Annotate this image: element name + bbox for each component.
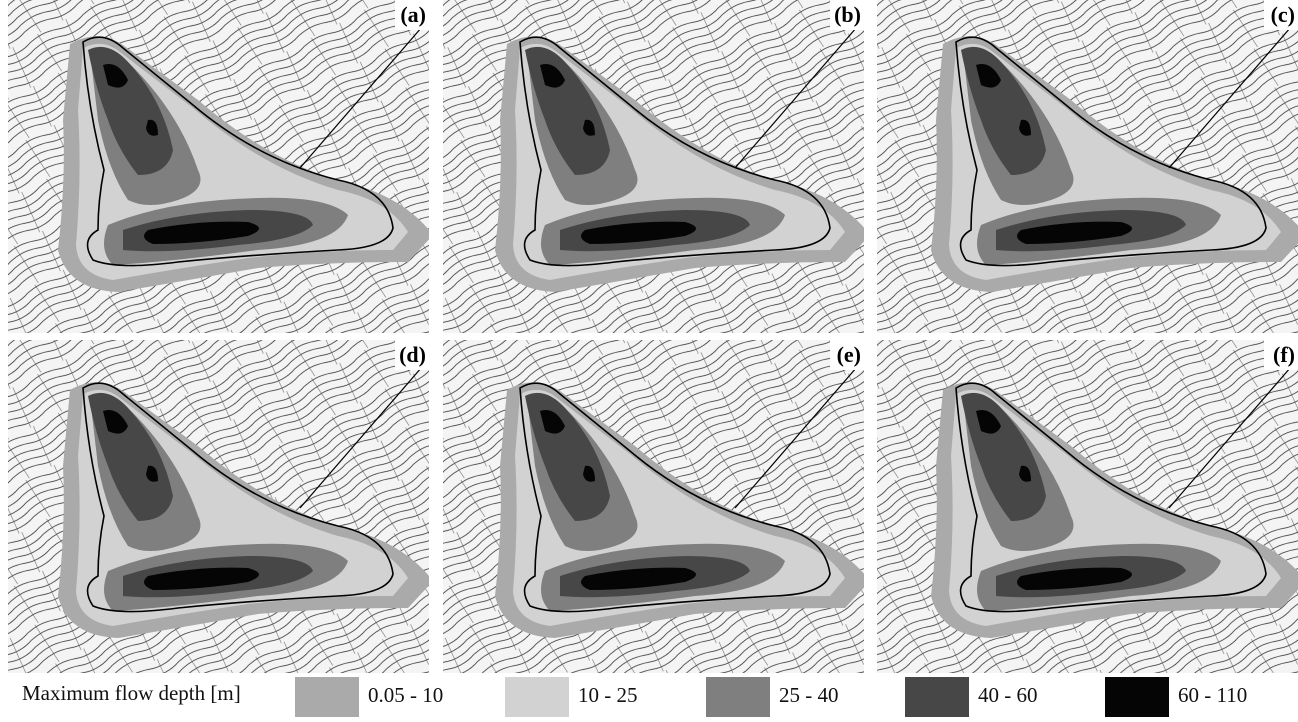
map-panel: (e) [443,340,864,673]
map-panel: (d) [8,340,429,673]
legend-label: 40 - 60 [978,683,1038,708]
panel-label: (d) [399,342,426,367]
legend-title: Maximum flow depth [m] [22,681,241,706]
panel-label: (e) [837,342,861,367]
map-panel: (c) [877,0,1298,333]
map-panel: (b) [443,0,864,333]
panel-label: (b) [834,2,861,27]
panel-label: (a) [400,2,426,27]
legend-label: 60 - 110 [1178,683,1247,708]
legend-label: 25 - 40 [779,683,839,708]
page: {"panels": [{"label": "(a)"}, {"label": … [0,0,1298,722]
map-panel: (f) [877,340,1298,673]
panel-label: (c) [1271,2,1295,27]
legend-swatch [706,677,770,717]
legend-swatch [905,677,969,717]
legend-label: 10 - 25 [578,683,638,708]
panel-label: (f) [1273,342,1295,367]
legend-swatch [1105,677,1169,717]
map-panel: (a) [8,0,429,333]
legend-label: 0.05 - 10 [368,683,443,708]
legend-swatch [295,677,359,717]
legend-swatch [505,677,569,717]
